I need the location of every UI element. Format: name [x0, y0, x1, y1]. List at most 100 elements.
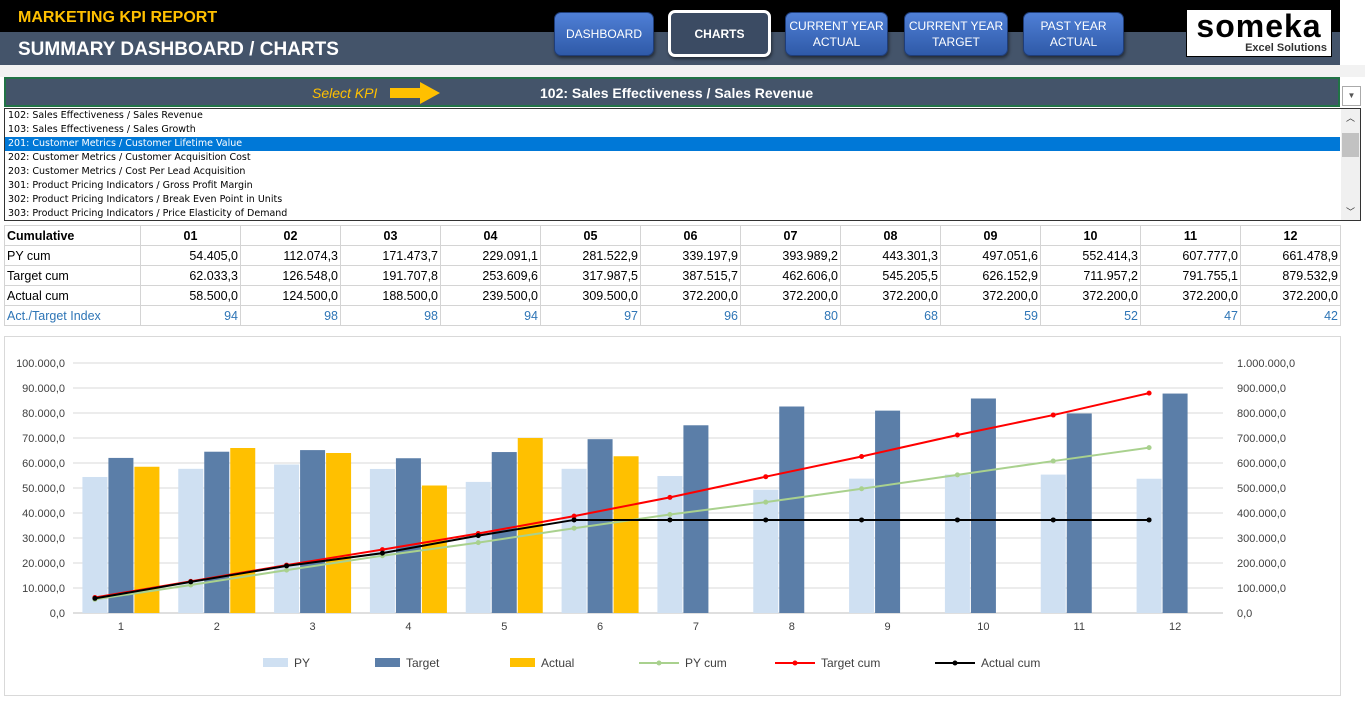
table-cell: 372.200,0	[940, 285, 1041, 306]
bar-py	[465, 481, 491, 613]
dropdown-arrow-button[interactable]: ▼	[1342, 86, 1361, 106]
table-row: Act./Target Index 94 98 98 94 97 96 80 68 59 52 47 4…	[4, 305, 1341, 326]
x-tick-label: 4	[405, 621, 411, 633]
point-py-cum	[667, 512, 673, 518]
point-py-cum	[475, 540, 481, 546]
point-actual-cum	[763, 517, 769, 523]
legend-label: PY cum	[685, 656, 727, 670]
list-scrollbar[interactable]: ︿ ﹀	[1341, 109, 1360, 220]
kpi-option[interactable]: 102: Sales Effectiveness / Sales Revenue	[8, 110, 203, 121]
bar-target	[1162, 393, 1188, 613]
table-cell: 372.200,0	[640, 285, 741, 306]
table-cell: 281.522,9	[540, 245, 641, 266]
bar-actual	[326, 453, 352, 613]
table-row: Cumulative 01 02 03 04 05 06 07 08 09 10 11 12	[4, 225, 1341, 246]
table-cell: 229.091,1	[440, 245, 541, 266]
bar-target	[395, 458, 421, 613]
table-cell: 372.200,0	[740, 285, 841, 306]
header-bar: MARKETING KPI REPORT SUMMARY DASHBOARD /…	[0, 0, 1340, 65]
table-cell: 791.755,1	[1140, 265, 1241, 286]
bar-target	[108, 457, 134, 613]
point-actual-cum	[667, 517, 673, 523]
kpi-option[interactable]: 302: Product Pricing Indicators / Break …	[8, 194, 283, 205]
row-label: Act./Target Index	[4, 305, 141, 326]
legend-marker-py-cum	[656, 660, 662, 666]
point-actual-cum	[859, 517, 865, 523]
row-label: Cumulative	[4, 225, 141, 246]
point-actual-cum	[1146, 517, 1152, 523]
point-actual-cum	[571, 517, 577, 523]
y-left-tick-label: 20.000,0	[22, 558, 65, 570]
table-cell: 08	[840, 225, 941, 246]
x-tick-label: 7	[693, 621, 699, 633]
selected-kpi-value: 102: Sales Effectiveness / Sales Revenue	[540, 85, 814, 101]
table-cell: 04	[440, 225, 541, 246]
x-tick-label: 12	[1169, 621, 1181, 633]
table-cell: 124.500,0	[240, 285, 341, 306]
nav-current-year-target-button[interactable]: CURRENT YEAR TARGET	[904, 12, 1008, 56]
point-actual-cum	[954, 517, 960, 523]
scroll-down-icon[interactable]: ﹀	[1345, 207, 1355, 217]
kpi-selector[interactable]: Select KPI 102: Sales Effectiveness / Sa…	[4, 77, 1340, 107]
table-cell: 339.197,9	[640, 245, 741, 266]
y-right-tick-label: 200.000,0	[1237, 558, 1286, 570]
table-cell: 01	[140, 225, 241, 246]
table-cell: 52	[1040, 305, 1141, 326]
kpi-option[interactable]: 203: Customer Metrics / Cost Per Lead Ac…	[8, 166, 246, 177]
nav-dashboard-button[interactable]: DASHBOARD	[554, 12, 654, 56]
kpi-option[interactable]: 202: Customer Metrics / Customer Acquisi…	[8, 152, 251, 163]
table-cell: 497.051,6	[940, 245, 1041, 266]
kpi-option[interactable]: 103: Sales Effectiveness / Sales Growth	[8, 124, 196, 135]
table-cell: 661.478,9	[1240, 245, 1341, 266]
table-cell: 62.033,3	[140, 265, 241, 286]
scrollbar-thumb[interactable]	[1342, 133, 1359, 157]
kpi-chart: 0,0 10.000,0 20.000,0 30.000,0 40.000,0 50.00…	[4, 336, 1341, 696]
table-cell: 372.200,0	[1240, 285, 1341, 306]
legend-label: Target	[406, 656, 440, 670]
report-title: MARKETING KPI REPORT	[18, 9, 218, 26]
point-py-cum	[1050, 458, 1056, 464]
y-right-tick-label: 700.000,0	[1237, 433, 1286, 445]
point-actual-cum	[475, 533, 481, 539]
logo-name: someka	[1196, 8, 1322, 44]
table-cell: 711.957,2	[1040, 265, 1141, 286]
table-cell: 552.414,3	[1040, 245, 1141, 266]
legend-label: Actual	[541, 656, 574, 670]
kpi-option[interactable]: 303: Product Pricing Indicators / Price …	[8, 208, 288, 219]
legend-marker-actual-cum	[952, 660, 958, 666]
point-target-cum	[954, 432, 960, 438]
kpi-option[interactable]: 301: Product Pricing Indicators / Gross …	[8, 180, 253, 191]
table-cell: 58.500,0	[140, 285, 241, 306]
y-right-tick-label: 1.000.000,0	[1237, 358, 1295, 370]
page-title: SUMMARY DASHBOARD / CHARTS	[18, 39, 339, 60]
y-right-tick-label: 600.000,0	[1237, 458, 1286, 470]
nav-current-year-actual-button[interactable]: CURRENT YEAR ACTUAL	[785, 12, 888, 56]
table-cell: 126.548,0	[240, 265, 341, 286]
point-py-cum	[571, 525, 577, 531]
bar-target	[779, 406, 805, 613]
point-py-cum	[954, 472, 960, 478]
scroll-up-icon[interactable]: ︿	[1345, 113, 1355, 123]
nav-charts-button[interactable]: CHARTS	[668, 10, 771, 57]
y-left-tick-label: 40.000,0	[22, 508, 65, 520]
table-cell: 98	[340, 305, 441, 326]
table-cell: 07	[740, 225, 841, 246]
point-actual-cum	[379, 550, 385, 556]
table-cell: 06	[640, 225, 741, 246]
row-label: Actual cum	[4, 285, 141, 306]
bar-target	[1066, 413, 1092, 613]
legend-label: PY	[294, 656, 310, 670]
table-cell: 171.473,7	[340, 245, 441, 266]
bar-py	[944, 474, 970, 613]
bar-py	[82, 476, 108, 613]
point-py-cum	[1146, 445, 1152, 451]
nav-past-year-actual-button[interactable]: PAST YEAR ACTUAL	[1023, 12, 1124, 56]
table-cell: 626.152,9	[940, 265, 1041, 286]
bar-py	[849, 478, 875, 613]
table-cell: 372.200,0	[1040, 285, 1141, 306]
y-left-tick-label: 70.000,0	[22, 433, 65, 445]
point-target-cum	[859, 453, 865, 459]
point-actual-cum	[188, 579, 194, 585]
kpi-option[interactable]: 201: Customer Metrics / Customer Lifetim…	[5, 137, 1340, 151]
kpi-dropdown-list[interactable]: 102: Sales Effectiveness / Sales Revenue…	[4, 108, 1361, 221]
